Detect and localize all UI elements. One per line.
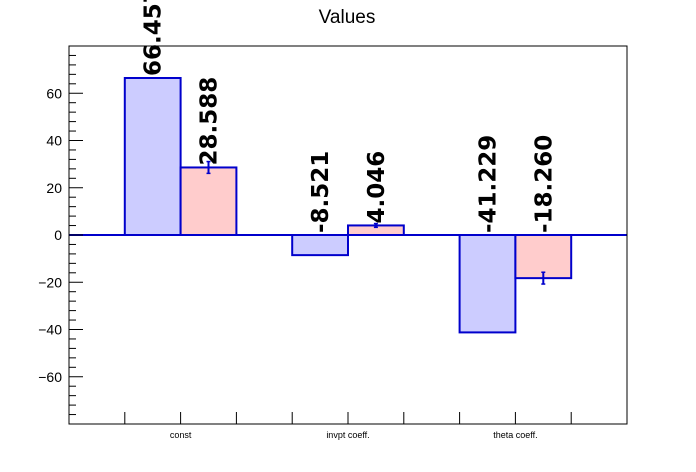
category-label: invpt coeff.	[326, 430, 369, 440]
y-tick-label: −40	[38, 322, 62, 338]
data-label-series1-2: -8.521	[308, 151, 334, 233]
y-tick-label: −20	[38, 274, 62, 290]
y-tick-label: 40	[46, 133, 62, 149]
data-label-series2-3: -18.260	[531, 135, 557, 233]
data-label-series1-1: 66.457	[141, 0, 167, 76]
data-label-series1-3: -41.229	[476, 135, 502, 233]
error-bars-layer	[206, 160, 546, 285]
y-tick-label: 0	[54, 227, 62, 243]
bar-series2-1	[179, 166, 238, 236]
category-label: const	[170, 430, 192, 440]
bar-series1-3	[458, 234, 517, 334]
y-tick-label: 60	[46, 85, 62, 101]
chart-title: Values	[319, 7, 376, 28]
bars-layer	[123, 76, 573, 334]
data-label-series2-1: 28.588	[197, 77, 223, 166]
axes-layer: −60 −40 −20 0 20 40 60 const invpt coeff. theta c…	[38, 45, 572, 440]
data-label-series2-2: 4.046	[364, 151, 390, 224]
category-label: theta coeff.	[493, 430, 537, 440]
y-tick-label: −60	[38, 369, 62, 385]
bar-series1-1	[123, 76, 182, 237]
y-tick-label: 20	[46, 180, 62, 196]
data-labels-layer: 66.457 -8.521 -41.229 28.588 4.046 -18.260	[141, 0, 558, 233]
bar-series1-2	[291, 234, 350, 257]
